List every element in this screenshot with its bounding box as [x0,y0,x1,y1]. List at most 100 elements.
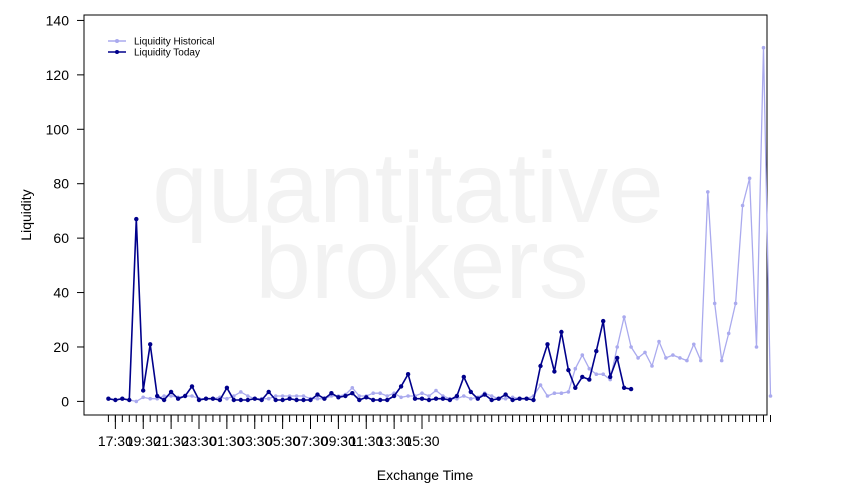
series-today-point [259,397,264,403]
series-today-point [538,363,543,369]
series-historical-point [462,394,466,398]
series-historical-point [169,394,173,398]
series-today-point [608,374,613,380]
watermark: quantitative brokers [152,132,663,320]
series-today-point [315,392,320,397]
series-historical-point [141,395,145,400]
series-today-point [531,397,536,403]
series-today-point [210,396,216,401]
series-today-point [357,397,362,403]
series-today-point [350,391,355,396]
series-historical-point [601,372,605,377]
series-today-point [503,392,508,397]
series-historical-point [636,356,640,360]
series-today-point [308,397,313,403]
series-historical-point [733,301,738,306]
series-historical-point [678,356,682,360]
x-tick-label: 09:30 [321,433,356,449]
series-historical-point [706,190,710,194]
series-historical-point [399,395,403,400]
series-historical-point [552,391,557,396]
series-today-point [371,397,376,403]
series-historical-point [406,394,410,398]
series-today-point [385,397,390,403]
series-historical-point [719,358,724,363]
series-historical-point [587,366,592,371]
series-today-point [106,396,111,401]
x-tick-label: 07:30 [293,433,328,449]
series-today-point [252,396,257,401]
x-tick-label: 05:30 [265,433,300,449]
series-today-point [329,391,334,396]
series-today-point [433,396,439,401]
series-today-point [496,396,501,401]
series-historical-point [134,399,139,404]
series-today-point [524,396,529,401]
series-historical-point [545,394,550,398]
y-axis: 0 20 40 60 80 100 120 140 [46,12,84,409]
x-tick-label: 01:30 [209,433,244,449]
series-today-point [280,397,285,403]
series-historical-point [239,390,243,394]
series-today-point [364,395,369,400]
x-tick-label: 17:30 [98,433,133,449]
series-today-point [468,389,473,395]
series-historical-point [761,45,766,50]
series-today-point [587,377,592,382]
series-historical-point [712,301,717,306]
series-today-point [168,389,174,395]
series-historical-point [559,391,564,396]
series-historical-point [489,394,494,398]
series-historical-point [350,386,355,390]
series-today-point [141,388,146,393]
y-tick-label: 60 [53,230,69,246]
series-historical-point [692,342,696,347]
series-historical-point [740,203,745,208]
series-today-point [155,393,160,399]
legend-today-marker [115,50,119,54]
series-today-point [601,318,606,324]
legend-historical-label: Liquidity Historical [134,37,215,48]
x-tick-label: 15:30 [404,433,439,449]
series-today-point [461,374,466,380]
series-historical-point [622,315,626,319]
series-historical-point [246,394,250,398]
series-today-point [517,396,522,401]
series-historical-point [420,391,424,396]
x-tick-label: 03:30 [237,433,272,449]
series-historical-point [699,358,703,363]
series-historical-point [671,353,675,357]
series-today-point [628,386,634,392]
series-historical-point [427,394,431,398]
y-tick-label: 80 [53,176,69,192]
series-today-point [301,397,306,403]
x-axis: 17:3019:3021:3023:3001:3003:3005:3007:30… [98,415,771,449]
series-historical-point [273,394,278,398]
x-axis-title: Exchange Time [377,467,474,483]
series-today-point [615,355,620,361]
series-historical-point [580,353,585,357]
series-historical-point [768,394,773,398]
series-today-point [196,397,202,403]
series-today-point [120,396,125,401]
series-today-line [108,218,632,401]
series-historical-point [615,345,619,349]
series-historical-point [357,394,362,398]
series-today-point [266,389,271,395]
series-today-point [621,385,627,390]
series-historical-point [685,358,689,363]
series-today-point [398,384,404,389]
series-historical-point [747,176,752,181]
x-tick-label: 13:30 [377,433,412,449]
series-historical-point [148,396,152,401]
y-tick-label: 0 [61,393,69,409]
series-historical-point [594,372,599,377]
series-layer [106,45,773,404]
series-today-point [566,367,571,373]
x-tick-label: 23:30 [181,433,216,449]
y-tick-label: 100 [46,121,70,137]
series-today-point [189,384,195,389]
series-historical-point [538,383,543,387]
series-today-point [322,396,327,401]
